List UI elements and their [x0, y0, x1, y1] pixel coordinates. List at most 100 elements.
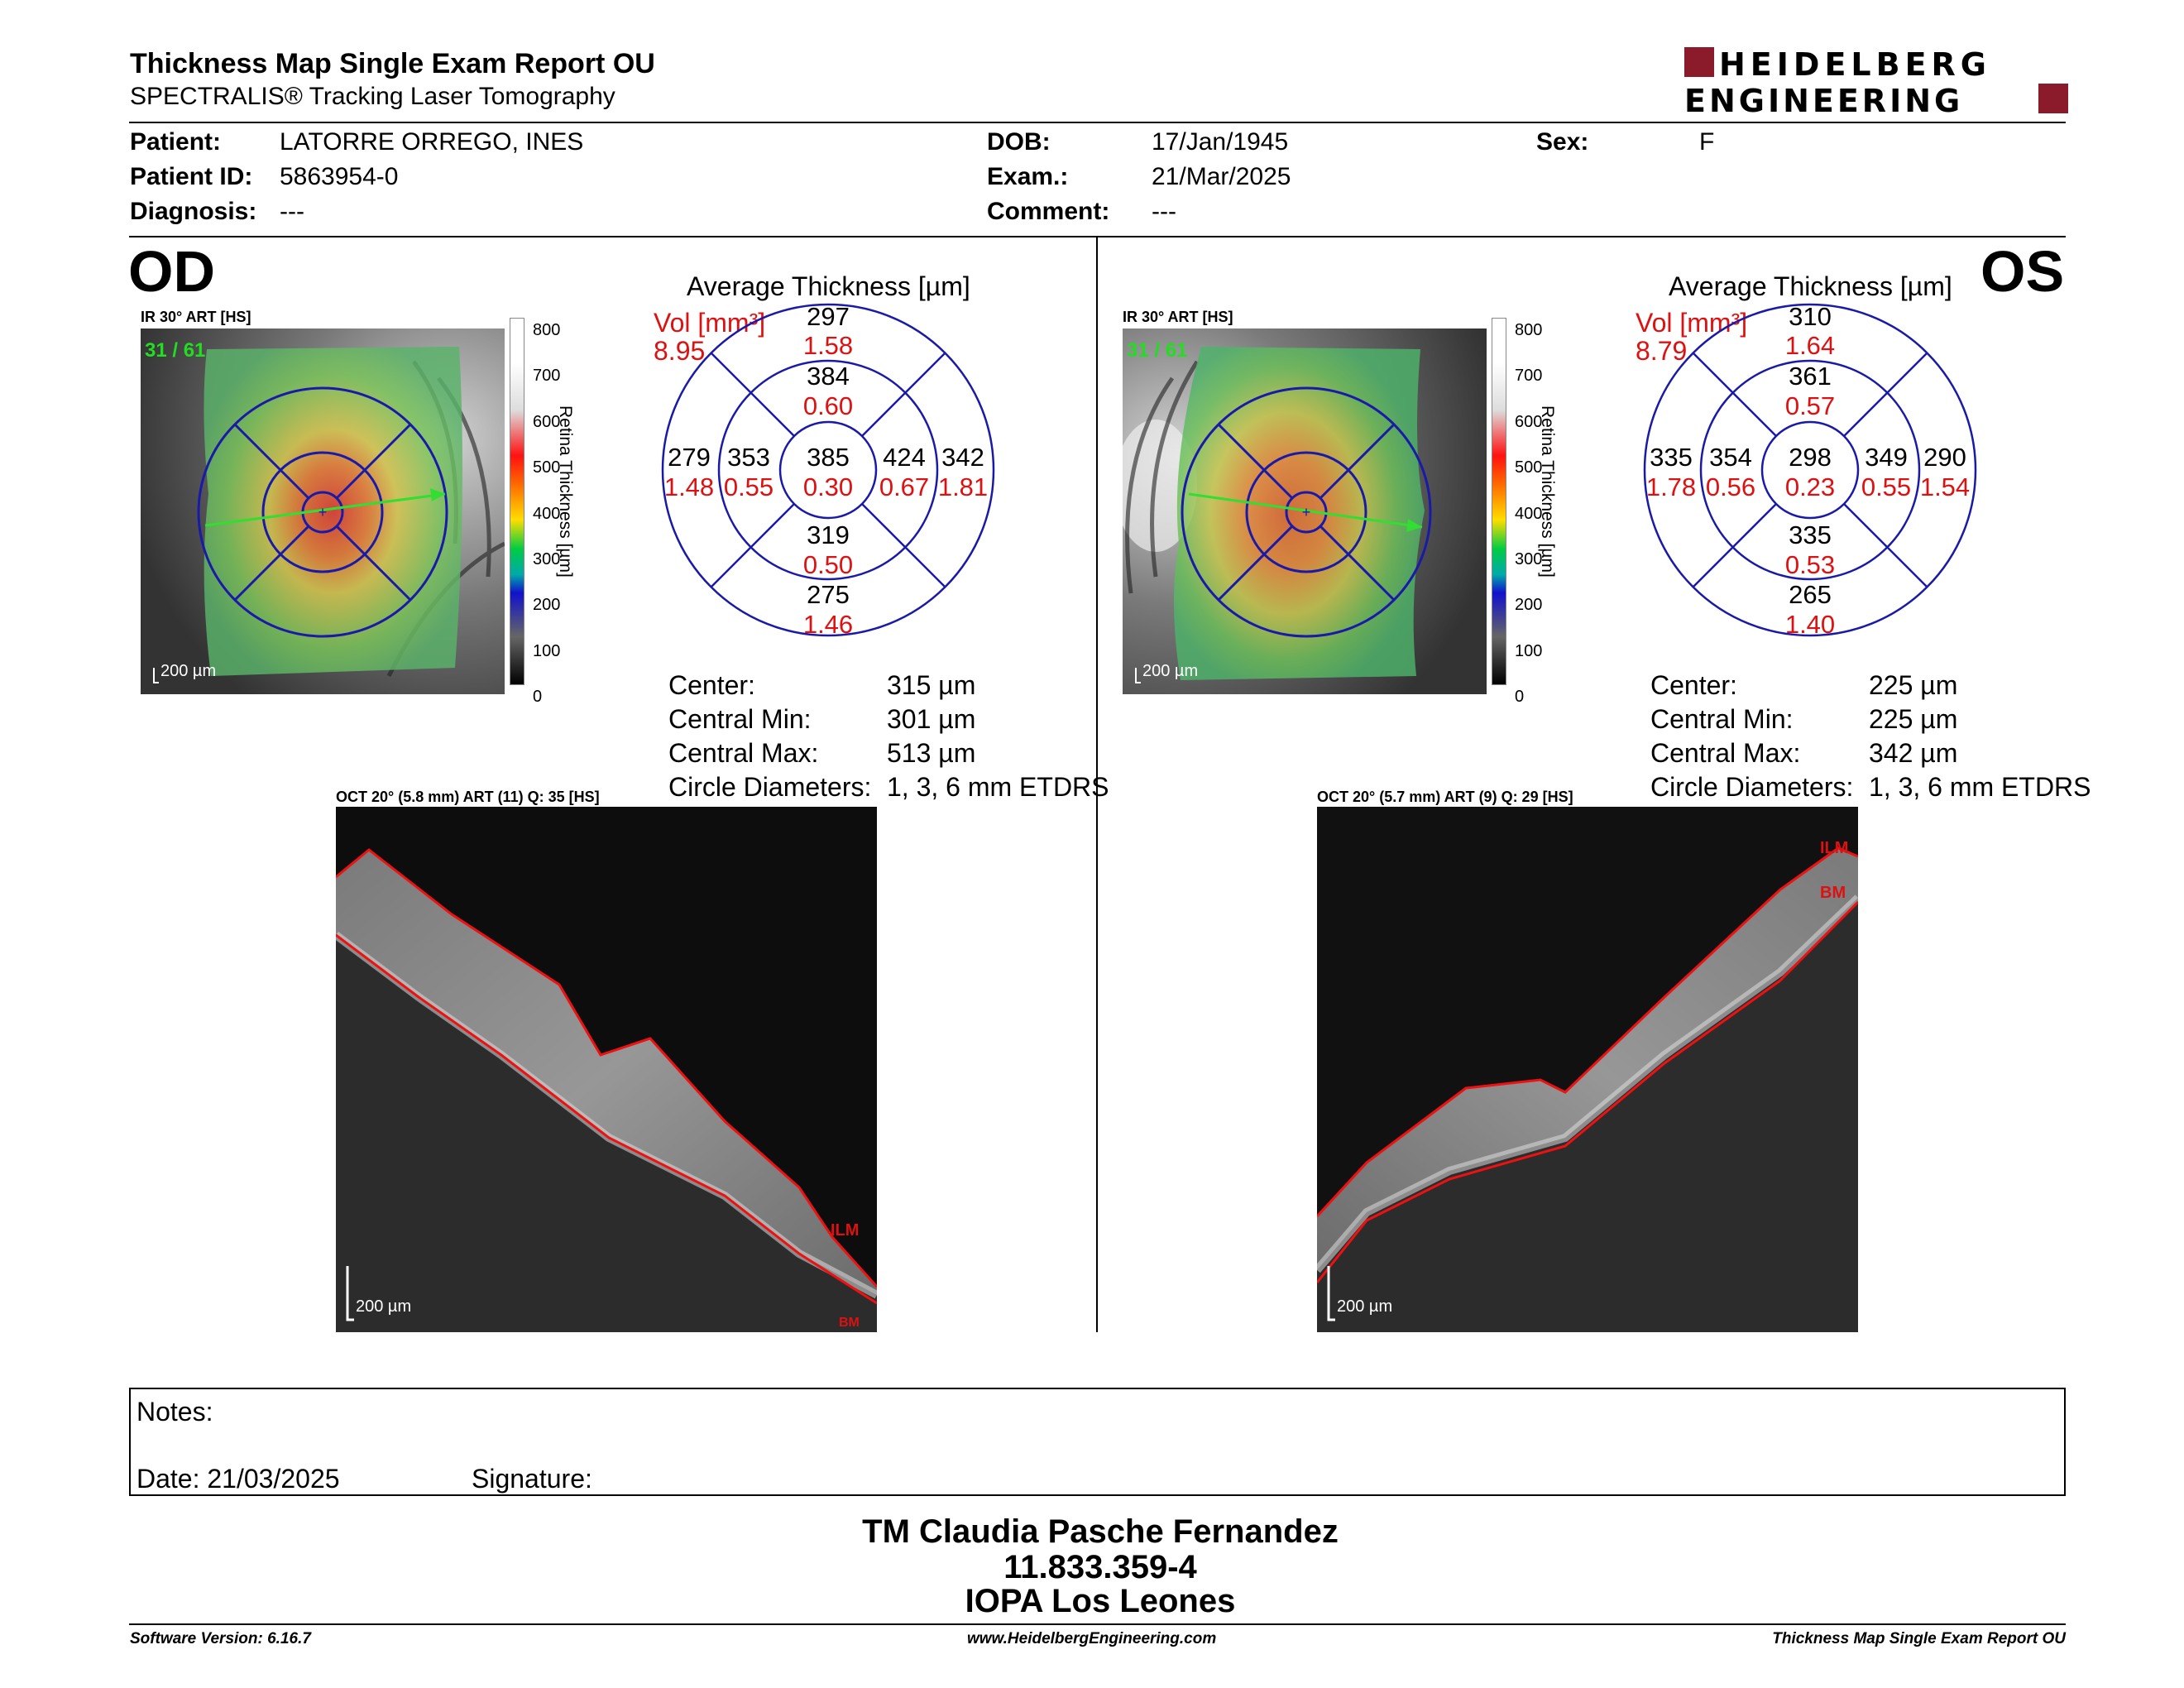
diagnosis-value: --- [280, 198, 304, 225]
od-bm-label: BM [839, 1316, 860, 1330]
patient-value: LATORRE ORREGO, INES [280, 128, 584, 156]
od-cmin-label: Central Min: [668, 704, 812, 734]
od-vol-value: 8.95 [654, 336, 706, 366]
software-version: Software Version: 6.16.7 [130, 1630, 311, 1647]
os-outer-inf-thickness: 265 [1789, 580, 1832, 609]
os-inner-inf-volume: 0.53 [1785, 550, 1835, 579]
os-inner-inf-thickness: 335 [1789, 520, 1832, 549]
od-bm-line [336, 933, 877, 1305]
od-ilm-line [336, 848, 877, 1288]
os-circ-value: 1, 3, 6 mm ETDRS [1869, 772, 2091, 802]
od-outer-right-volume: 1.81 [938, 472, 988, 501]
od-center-value: 315 µm [887, 670, 976, 700]
od-inner-left-thickness: 353 [727, 443, 770, 472]
os-center-thickness: 298 [1789, 443, 1832, 472]
os-oct-label: OCT 20° (5.7 mm) ART (9) Q: 29 [HS] [1317, 789, 1573, 805]
os-outer-sup-thickness: 310 [1789, 302, 1832, 331]
os-oct-scale: 200 µm [1337, 1297, 1392, 1316]
os-vol-label: Vol [mm³] [1636, 308, 1748, 338]
od-outer-inf-thickness: 275 [807, 580, 850, 609]
website-link[interactable]: www.HeidelbergEngineering.com [967, 1630, 1217, 1647]
sex-value: F [1699, 128, 1715, 156]
date-label: Date: 21/03/2025 [136, 1464, 340, 1494]
signature-label: Signature: [472, 1464, 592, 1494]
od-scale-ticks: 800 700 600 500 400 300 200 100 0 [533, 321, 561, 707]
od-etdrs-grid [197, 386, 448, 638]
logo-square-top [1684, 47, 1714, 77]
os-scale-ticks: 800 700 600 500 400 300 200 100 0 [1515, 321, 1543, 707]
os-thickness-overlay [1173, 347, 1425, 680]
od-inner-sup-volume: 0.60 [803, 391, 853, 420]
od-scale-label: Retina Thickness [µm] [556, 405, 575, 578]
signatory-id: 11.833.359-4 [1003, 1549, 1197, 1585]
signatory-org: IOPA Los Leones [965, 1583, 1236, 1619]
os-vol-value: 8.79 [1636, 336, 1688, 366]
os-center-value: 225 µm [1869, 670, 1958, 700]
od-circ-value: 1, 3, 6 mm ETDRS [887, 772, 1109, 802]
signatory-name: TM Claudia Pasche Fernandez [862, 1513, 1339, 1550]
od-cmax-label: Central Max: [668, 738, 819, 768]
od-ilm-label: ILM [831, 1221, 859, 1240]
od-inner-right-volume: 0.67 [879, 472, 929, 501]
os-outer-left-volume: 1.78 [1646, 472, 1696, 501]
os-fundus-image: + 31 / 61 200 µm [1123, 328, 1487, 694]
od-center-volume: 0.30 [803, 472, 853, 501]
od-oct-bscan: ILM BM 200 µm [336, 807, 877, 1332]
sex-label: Sex: [1536, 128, 1589, 156]
os-avg-title: Average Thickness [µm] [1669, 271, 1952, 301]
exam-label: Exam.: [987, 163, 1069, 190]
od-cmax-value: 513 µm [887, 738, 976, 768]
comment-value: --- [1152, 198, 1176, 225]
od-outer-right-thickness: 342 [941, 443, 984, 472]
diagnosis-label: Diagnosis: [130, 198, 257, 225]
header-divider [129, 122, 2066, 123]
dob-label: DOB: [987, 128, 1051, 156]
os-etdrs-grid [1181, 386, 1432, 638]
od-center-thickness: 385 [807, 443, 850, 472]
od-inner-left-volume: 0.55 [724, 472, 774, 501]
os-inner-right-thickness: 349 [1865, 443, 1908, 472]
od-inner-inf-thickness: 319 [807, 520, 850, 549]
od-outer-sup-thickness: 297 [807, 302, 850, 331]
os-inner-left-volume: 0.56 [1706, 472, 1755, 501]
exam-value: 21/Mar/2025 [1152, 163, 1291, 190]
od-color-scale [510, 318, 524, 685]
os-cmin-value: 225 µm [1869, 704, 1958, 734]
os-eye-label: OS [1980, 239, 2065, 304]
os-etdrs-chart: 310 1.64 361 0.57 298 0.23 354 0.56 349 … [1643, 302, 1977, 639]
report-subtitle: SPECTRALIS® Tracking Laser Tomography [130, 83, 615, 110]
od-outer-inf-volume: 1.46 [803, 610, 853, 639]
od-outer-left-volume: 1.48 [664, 472, 714, 501]
dob-value: 17/Jan/1945 [1152, 128, 1289, 156]
os-inner-sup-volume: 0.57 [1785, 391, 1835, 420]
patient-label: Patient: [130, 128, 222, 156]
os-ilm-label: ILM [1820, 839, 1848, 857]
os-outer-right-thickness: 290 [1923, 443, 1966, 472]
od-inner-inf-volume: 0.50 [803, 550, 853, 579]
os-bm-label: BM [1820, 884, 1846, 902]
od-inner-sup-thickness: 384 [807, 362, 850, 391]
os-oct-bscan: ILM BM 200 µm [1317, 807, 1858, 1332]
os-cmax-label: Central Max: [1650, 738, 1801, 768]
os-cmin-label: Central Min: [1650, 704, 1794, 734]
notes-box: Notes: Date: 21/03/2025 Signature: [129, 1388, 2066, 1496]
logo-text-1: HEIDELBERG [1719, 46, 1991, 83]
od-avg-title: Average Thickness [µm] [687, 271, 970, 301]
os-outer-sup-volume: 1.64 [1785, 331, 1835, 360]
footer-divider [129, 1623, 2066, 1625]
heidelberg-logo: HEIDELBERG ENGINEERING [1684, 46, 2068, 116]
os-outer-inf-volume: 1.40 [1785, 610, 1835, 639]
notes-label: Notes: [136, 1397, 213, 1427]
od-oct-scale: 200 µm [356, 1297, 411, 1316]
report-title: Thickness Map Single Exam Report OU [130, 48, 655, 79]
od-eye-label: OD [128, 239, 215, 304]
od-cmin-value: 301 µm [887, 704, 976, 734]
od-fundus-image: + 31 / 61 200 µm [141, 328, 505, 694]
od-outer-left-thickness: 279 [668, 443, 711, 472]
os-ir-scale: 200 µm [1142, 662, 1198, 680]
footer-report-name: Thickness Map Single Exam Report OU [1772, 1630, 2066, 1647]
os-ilm-line [1317, 846, 1858, 1218]
patient-id-label: Patient ID: [130, 163, 253, 190]
os-inner-sup-thickness: 361 [1789, 362, 1832, 391]
logo-square-bottom [2038, 84, 2068, 113]
